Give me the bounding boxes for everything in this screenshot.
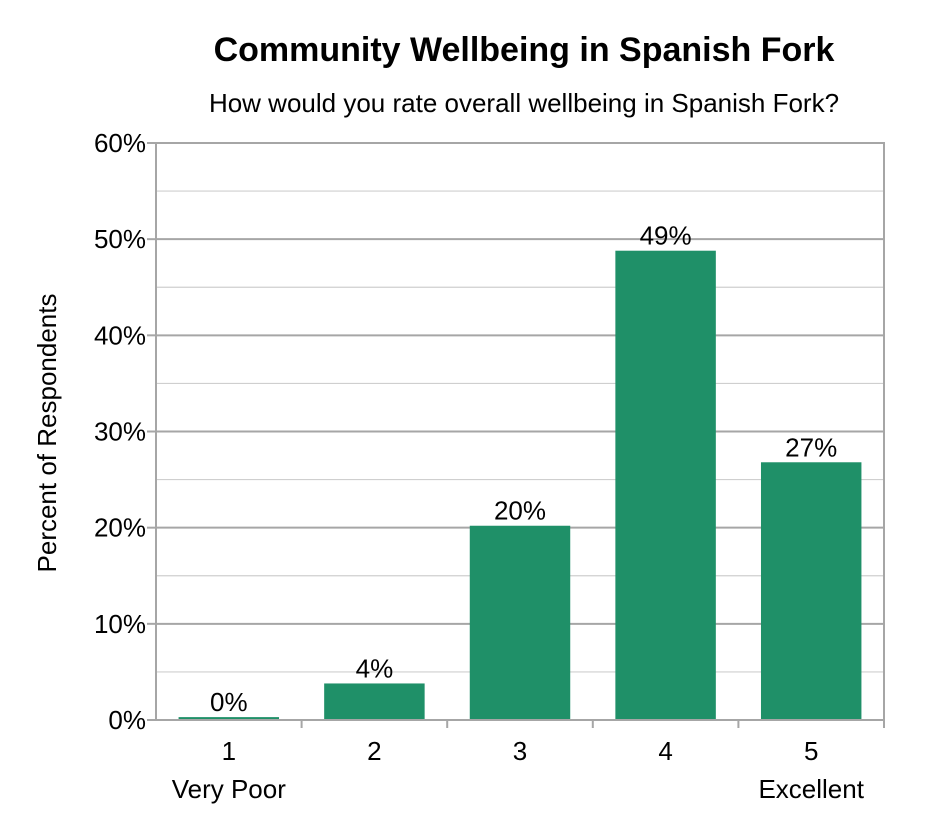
chart-title: Community Wellbeing in Spanish Fork — [214, 31, 835, 69]
data-label: 27% — [785, 432, 837, 462]
y-tick-label: 40% — [94, 320, 146, 350]
y-tick-label: 60% — [94, 128, 146, 158]
x-category-sublabel: Very Poor — [172, 774, 287, 804]
data-label: 49% — [640, 221, 692, 251]
y-axis-label: Percent of Respondents — [32, 294, 62, 573]
chart-subtitle: How would you rate overall wellbeing in … — [209, 88, 839, 118]
data-label: 4% — [356, 653, 394, 683]
bar-2 — [324, 683, 425, 720]
y-tick-label: 0% — [108, 705, 146, 735]
bar-1 — [178, 717, 280, 720]
data-label: 20% — [494, 496, 546, 526]
y-tick-label: 20% — [94, 513, 146, 543]
x-axis-categories: 1 Very Poor 2 3 4 5 Excellent — [172, 720, 885, 804]
y-tick-label: 10% — [94, 609, 146, 639]
x-category-label: 3 — [513, 736, 527, 766]
bar-5 — [760, 462, 862, 720]
gridlines — [156, 190, 884, 673]
data-label: 0% — [210, 687, 248, 717]
plot-area-border — [155, 142, 885, 721]
x-category-label: 4 — [658, 736, 672, 766]
x-category-label: 5 — [804, 736, 818, 766]
y-tick-label: 30% — [94, 417, 146, 447]
y-axis-ticks: 0% 10% 20% 30% 40% 50% 60% — [94, 128, 156, 735]
bars: 0% 4% 20% 49% 27% — [178, 221, 862, 720]
bar-4 — [615, 250, 716, 720]
x-category-label: 1 — [222, 736, 236, 766]
x-category-label: 2 — [367, 736, 381, 766]
y-tick-label: 50% — [94, 224, 146, 254]
bar-3 — [469, 525, 571, 720]
x-category-sublabel: Excellent — [758, 774, 864, 804]
